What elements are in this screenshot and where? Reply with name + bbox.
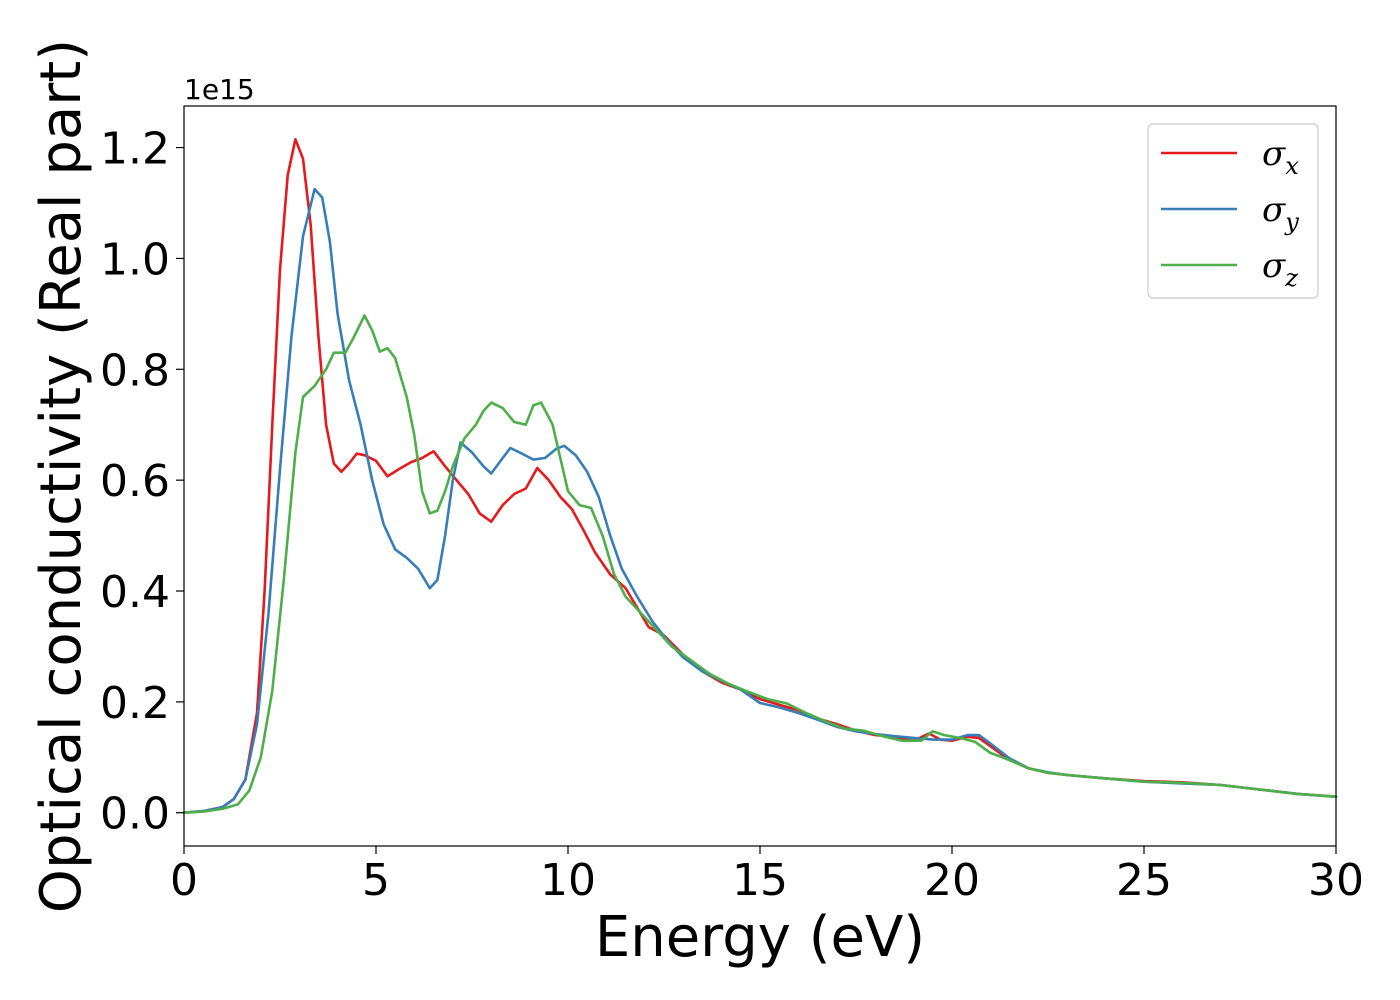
y-tick-label: 0.4 [100, 567, 170, 618]
legend-label-x: σx [1262, 134, 1299, 180]
y-tick-label: 0.6 [100, 456, 170, 507]
y-tick-label: 0.8 [100, 345, 170, 396]
y-tick-label: 0.0 [100, 789, 170, 840]
y-offset-label: 1e15 [184, 73, 255, 106]
legend-subscript: y [1284, 208, 1299, 236]
x-tick-label: 30 [1308, 855, 1364, 906]
legend-label-z: σz [1262, 246, 1298, 292]
series-line-y [182, 187, 1338, 814]
y-tick-label: 1.2 [100, 124, 170, 175]
legend-subscript: z [1284, 264, 1298, 292]
legend-symbol: σ [1262, 190, 1286, 230]
x-tick-label: 20 [924, 855, 980, 906]
y-axis: 0.0 0.2 0.4 0.6 0.8 1.0 1.2 [100, 124, 184, 840]
y-tick-label: 0.2 [100, 678, 170, 729]
x-axis: 0 5 10 15 20 25 30 [170, 846, 1364, 906]
legend-box [1147, 123, 1319, 299]
y-tick-label: 1.0 [100, 234, 170, 285]
series-line-x [182, 138, 1338, 814]
legend-symbol: σ [1262, 246, 1286, 286]
legend-subscript: x [1285, 152, 1299, 180]
x-tick-label: 0 [170, 855, 198, 906]
plot-area [184, 106, 1336, 846]
legend-symbol: σ [1262, 134, 1286, 174]
x-tick-label: 10 [540, 855, 596, 906]
x-axis-title: Energy (eV) [595, 905, 925, 970]
x-tick-label: 25 [1116, 855, 1172, 906]
series-line-z [182, 314, 1338, 814]
legend-label-y: σy [1262, 190, 1299, 236]
y-axis-title: Optical conductivity (Real part) [29, 39, 94, 913]
series-layer [182, 138, 1338, 814]
x-tick-label: 15 [732, 855, 788, 906]
x-tick-label: 5 [362, 855, 390, 906]
